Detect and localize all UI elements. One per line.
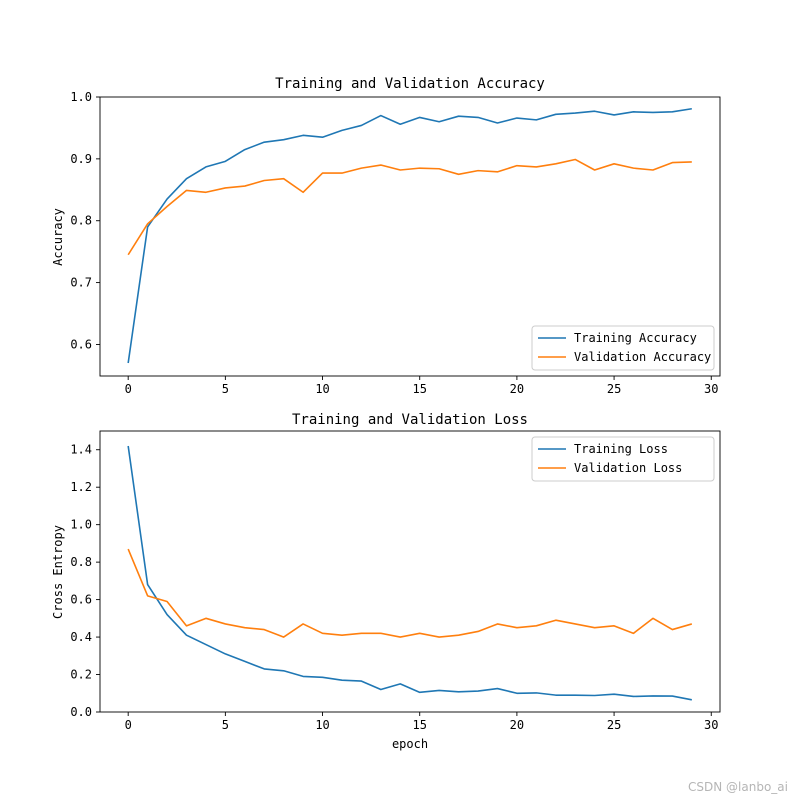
loss-x-tick-label: 10: [315, 718, 329, 732]
loss-y-tick-label: 0.4: [70, 630, 92, 644]
accuracy-x-tick-label: 20: [510, 382, 524, 396]
accuracy-y-tick-label: 0.8: [70, 214, 92, 228]
watermark: CSDN @lanbo_ai: [688, 780, 788, 794]
accuracy-y-tick-label: 0.9: [70, 152, 92, 166]
accuracy-legend-label: Validation Accuracy: [574, 350, 711, 364]
accuracy-x-tick-label: 30: [704, 382, 718, 396]
accuracy-x-tick-label: 5: [222, 382, 229, 396]
accuracy-y-tick-label: 1.0: [70, 90, 92, 104]
loss-x-tick-label: 0: [125, 718, 132, 732]
loss-x-tick-label: 25: [607, 718, 621, 732]
loss-y-tick-label: 1.0: [70, 518, 92, 532]
accuracy-x-tick-label: 25: [607, 382, 621, 396]
accuracy-series-training-accuracy: [127, 107, 692, 364]
accuracy-legend-label: Training Accuracy: [574, 331, 697, 345]
loss-chart-title: Training and Validation Loss: [292, 412, 528, 428]
loss-legend-box: [531, 436, 715, 482]
loss-y-tick-label: 0.6: [70, 593, 92, 607]
loss-y-tick-label: 1.2: [70, 480, 92, 494]
loss-y-tick-label: 1.4: [70, 443, 92, 457]
accuracy-y-tick-label: 0.6: [70, 337, 92, 351]
loss-series-validation-loss: [127, 548, 693, 638]
loss-y-tick-label: 0.2: [70, 668, 92, 682]
loss-x-tick-label: 20: [510, 718, 524, 732]
loss-series-training-loss: [127, 445, 692, 701]
loss-legend-label: Training Loss: [574, 442, 668, 456]
accuracy-chart-title: Training and Validation Accuracy: [275, 76, 545, 92]
accuracy-series-validation-accuracy: [127, 158, 692, 256]
accuracy-legend-box: [531, 325, 715, 371]
accuracy-x-tick-label: 15: [412, 382, 426, 396]
loss-legend: Training Loss Validation Loss: [531, 436, 715, 482]
loss-y-tick-label: 0.0: [70, 705, 92, 719]
accuracy-x-tick-label: 0: [125, 382, 132, 396]
accuracy-x-tick-label: 10: [315, 382, 329, 396]
loss-y-tick-label: 0.8: [70, 555, 92, 569]
accuracy-y-tick-label: 0.7: [70, 276, 92, 290]
loss-y-axis-label: Cross Entropy: [51, 525, 65, 619]
loss-x-tick-label: 30: [704, 718, 718, 732]
loss-chart: Training and Validation Loss Cross Entro…: [51, 412, 721, 751]
loss-x-axis-label: epoch: [392, 737, 428, 751]
loss-axes-frame: [99, 430, 721, 713]
accuracy-axes-frame: [99, 96, 721, 377]
loss-x-tick-label: 5: [222, 718, 229, 732]
accuracy-legend: Training Accuracy Validation Accuracy: [531, 325, 715, 371]
accuracy-chart: Training and Validation Accuracy Accurac…: [51, 76, 721, 396]
loss-legend-label: Validation Loss: [574, 461, 682, 475]
accuracy-y-axis-label: Accuracy: [51, 208, 65, 266]
loss-x-tick-label: 15: [412, 718, 426, 732]
